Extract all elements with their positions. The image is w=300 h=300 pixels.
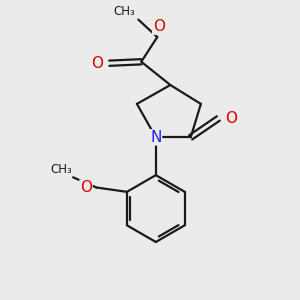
Text: N: N <box>150 130 161 145</box>
Text: CH₃: CH₃ <box>114 5 136 18</box>
Text: CH₃: CH₃ <box>50 163 72 176</box>
Text: O: O <box>153 19 165 34</box>
Text: O: O <box>225 111 237 126</box>
Text: O: O <box>91 56 103 71</box>
Text: O: O <box>80 180 92 195</box>
